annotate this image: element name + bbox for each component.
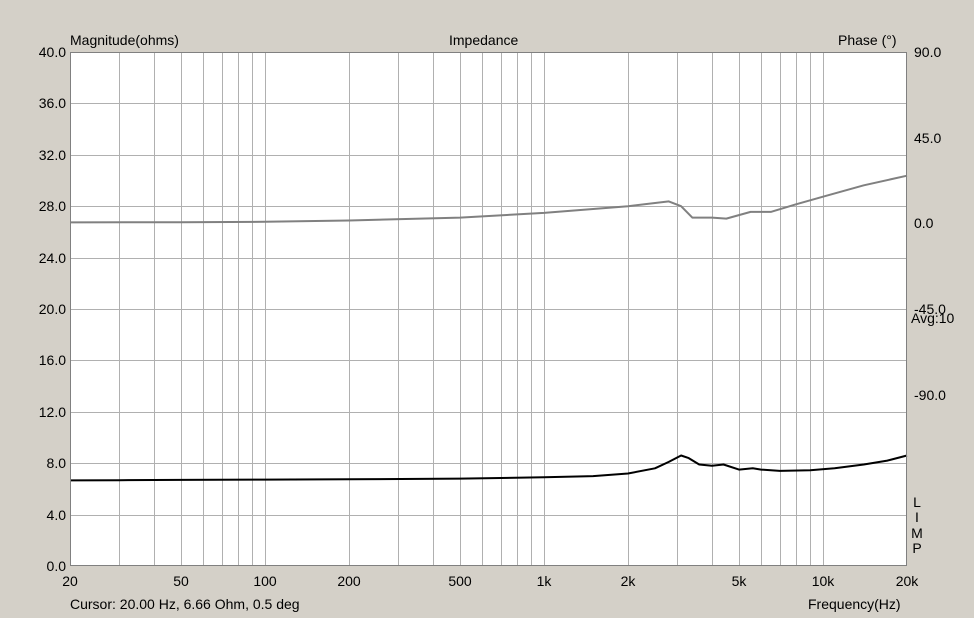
cursor-readout: Cursor: 20.00 Hz, 6.66 Ohm, 0.5 deg [70,596,300,612]
limp-letter: P [912,540,922,556]
x-axis-label: Frequency(Hz) [808,596,901,612]
y-left-tick-label: 12.0 [38,403,66,420]
y-right-tick-label: -90.0 [914,386,946,403]
y-left-tick-label: 32.0 [38,146,66,163]
x-tick-label: 20k [895,573,919,589]
averaging-label: Avg:10 [911,310,955,326]
phase-curve [69,174,908,224]
x-tick-label: 500 [448,573,472,589]
x-tick-label: 5k [731,573,747,589]
limp-letter: M [911,525,923,541]
y-right-tick-label: 0.0 [914,215,934,232]
y-right-tick-label: 90.0 [914,44,942,60]
magnitude-curve [69,454,908,482]
y-left-tick-label: 0.0 [46,558,66,574]
y-left-tick-label: 8.0 [46,455,66,472]
x-tick-label: 100 [253,573,277,589]
y-right-tick-label: 45.0 [914,129,942,146]
y-left-tick-label: 40.0 [38,44,66,60]
y-left-tick-label: 28.0 [38,198,66,215]
limp-letter: L [913,494,921,510]
x-tick-label: 20 [62,573,78,589]
left-axis-label: Magnitude(ohms) [70,32,179,48]
y-left-tick-label: 4.0 [46,506,66,523]
x-tick-label: 200 [337,573,361,589]
right-axis-label: Phase (°) [838,32,897,48]
y-left-tick-label: 36.0 [38,95,66,112]
grid-lines [70,52,907,566]
plot-frame [70,52,907,566]
x-tick-label: 2k [620,573,636,589]
y-left-tick-label: 24.0 [38,249,66,266]
data-series [69,174,908,482]
limp-letter: I [915,509,919,525]
chart-title: Impedance [449,32,519,48]
x-tick-label: 10k [811,573,835,589]
x-tick-label: 1k [536,573,552,589]
y-left-tick-label: 16.0 [38,352,66,369]
y-right-tick-label: -45.0 [914,301,946,317]
x-tick-label: 50 [173,573,189,589]
y-left-tick-label: 20.0 [38,301,66,317]
